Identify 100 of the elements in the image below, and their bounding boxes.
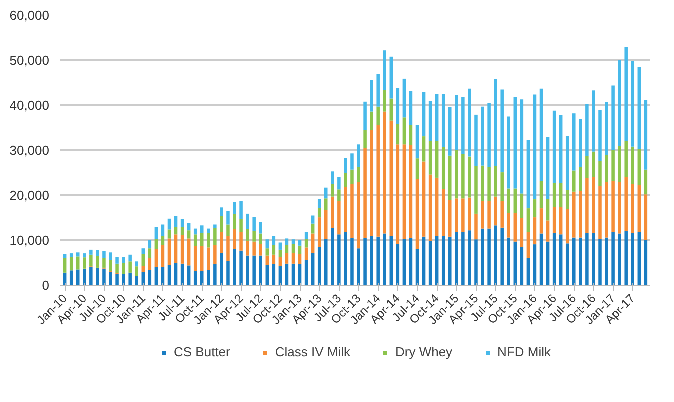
bar xyxy=(598,110,602,162)
bar xyxy=(338,201,341,235)
bar xyxy=(90,254,93,267)
bar xyxy=(383,112,386,234)
bar xyxy=(435,178,439,236)
bar xyxy=(338,234,341,286)
bar xyxy=(142,254,146,266)
bar xyxy=(252,256,256,286)
bar xyxy=(631,233,635,286)
bar xyxy=(462,97,465,154)
bar xyxy=(416,179,420,250)
bar xyxy=(122,274,126,286)
bar xyxy=(579,191,582,238)
bar xyxy=(174,227,178,235)
bar xyxy=(572,192,576,238)
bar xyxy=(180,227,184,236)
bar xyxy=(116,257,119,264)
bar xyxy=(507,238,511,286)
bar xyxy=(168,230,172,239)
bar xyxy=(83,258,86,269)
bar xyxy=(344,187,348,232)
bar xyxy=(455,95,458,150)
bar xyxy=(422,92,426,137)
bar xyxy=(559,234,563,286)
bar xyxy=(644,240,648,286)
bar xyxy=(474,166,478,214)
bar xyxy=(552,183,556,208)
bar xyxy=(409,91,413,126)
bar xyxy=(624,141,628,178)
bar xyxy=(350,238,354,286)
bar xyxy=(214,264,217,286)
bar xyxy=(292,253,296,264)
bar xyxy=(481,228,484,286)
bar xyxy=(376,125,380,237)
bar xyxy=(63,254,67,258)
bar xyxy=(318,218,322,248)
bar xyxy=(233,250,236,286)
bar xyxy=(638,149,642,186)
bar xyxy=(468,230,472,286)
bar xyxy=(240,250,243,286)
bar xyxy=(390,120,394,236)
bar xyxy=(442,189,446,236)
bar xyxy=(638,185,642,232)
bar xyxy=(148,248,152,258)
bar xyxy=(207,270,210,286)
bar xyxy=(324,188,328,199)
bar xyxy=(416,158,420,180)
legend-label: Class IV Milk xyxy=(275,344,350,360)
bar xyxy=(507,188,511,214)
bar xyxy=(304,239,308,248)
bar xyxy=(618,182,622,234)
bar xyxy=(161,245,165,268)
y-tick-label: 60,000 xyxy=(10,8,50,23)
bar xyxy=(592,233,596,286)
bar xyxy=(285,245,289,254)
bar xyxy=(488,167,491,202)
bar xyxy=(455,198,458,232)
legend-label: Dry Whey xyxy=(395,344,453,360)
bar xyxy=(376,236,380,286)
bar xyxy=(252,242,256,256)
bar xyxy=(488,228,491,286)
bar xyxy=(586,104,589,156)
bar xyxy=(383,90,386,112)
bar xyxy=(331,228,334,286)
bar xyxy=(357,167,360,182)
bar xyxy=(390,236,394,286)
bar xyxy=(624,47,628,142)
bar xyxy=(435,236,439,286)
bar xyxy=(233,202,236,214)
bar xyxy=(285,253,289,264)
bar xyxy=(376,74,380,107)
bar xyxy=(194,246,198,272)
y-tick-label: 0 xyxy=(42,278,50,293)
bar xyxy=(631,61,635,147)
bar xyxy=(324,239,328,286)
bar xyxy=(520,218,524,248)
bar xyxy=(357,248,360,286)
bar xyxy=(259,222,262,234)
bar xyxy=(226,261,230,286)
bar xyxy=(331,172,334,184)
bar xyxy=(220,208,224,216)
bar xyxy=(468,88,472,157)
bar xyxy=(187,230,191,239)
bar xyxy=(370,130,374,236)
bar xyxy=(344,232,348,286)
bar xyxy=(200,233,204,246)
bar xyxy=(154,239,158,250)
bar xyxy=(318,199,322,208)
bar xyxy=(586,178,589,234)
bar xyxy=(631,184,635,234)
bar xyxy=(402,118,406,145)
bar xyxy=(324,210,328,240)
bar xyxy=(174,234,178,263)
bar xyxy=(644,194,648,240)
bar xyxy=(90,268,93,286)
bar xyxy=(135,276,138,286)
bar xyxy=(559,114,563,184)
bar xyxy=(428,174,432,241)
bar xyxy=(135,266,138,276)
bar xyxy=(586,156,589,178)
